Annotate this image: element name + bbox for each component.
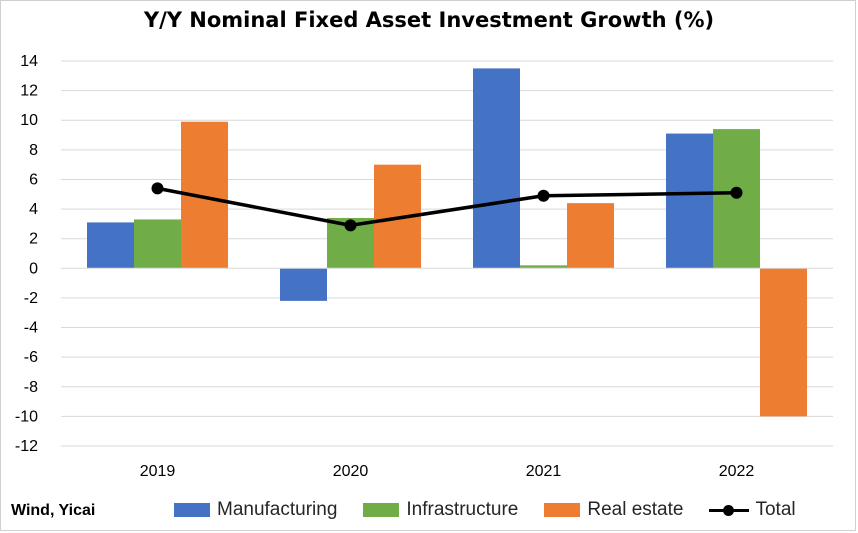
legend-label-real-estate: Real estate [587, 499, 684, 520]
bar-manufacturing-2022 [666, 133, 713, 269]
y-tick-label: -12 [15, 438, 38, 455]
legend-label-total: Total [755, 499, 796, 520]
legend-swatch-manufacturing [174, 503, 210, 517]
y-tick-label: 2 [29, 231, 38, 248]
total-point-2019 [151, 182, 164, 195]
legend: Manufacturing Infrastructure Real estate… [174, 498, 796, 522]
legend-swatch-real-estate [544, 503, 581, 517]
x-tick-label: 2021 [526, 463, 562, 480]
y-axis-ticks: 14 12 10 8 6 4 2 0 -2 -4 -6 -8 -10 -12 [15, 53, 38, 455]
total-line [151, 182, 743, 232]
chart-title: Y/Y Nominal Fixed Asset Investment Growt… [143, 8, 715, 32]
legend-item-manufacturing: Manufacturing [174, 499, 337, 521]
legend-swatch-total [709, 503, 750, 517]
legend-item-real-estate: Real estate [544, 499, 683, 521]
y-tick-label: -10 [15, 408, 38, 425]
bar-real-estate-2022 [760, 268, 807, 417]
y-tick-label: 4 [29, 201, 38, 218]
x-axis-ticks: 2019 2020 2021 2022 [140, 463, 755, 480]
y-tick-label: 8 [29, 142, 38, 159]
bar-infrastructure-2019 [134, 219, 181, 269]
y-tick-label: 12 [20, 83, 38, 100]
y-tick-label: 0 [29, 260, 38, 277]
x-tick-label: 2020 [333, 463, 369, 480]
bars [87, 68, 807, 417]
y-tick-label: 10 [20, 112, 38, 129]
y-tick-label: 14 [20, 53, 38, 70]
legend-label-manufacturing: Manufacturing [217, 499, 338, 520]
x-tick-label: 2022 [719, 463, 755, 480]
legend-item-infrastructure: Infrastructure [363, 499, 518, 521]
source-note: Wind, Yicai [11, 502, 96, 519]
bar-manufacturing-2019 [87, 222, 134, 269]
legend-label-infrastructure: Infrastructure [406, 499, 519, 520]
total-point-2021 [537, 189, 550, 202]
legend-item-total: Total [709, 499, 796, 521]
total-point-2022 [730, 186, 743, 199]
bar-manufacturing-2020 [280, 268, 327, 301]
legend-swatch-infrastructure [363, 503, 400, 517]
total-point-2020 [344, 219, 357, 232]
y-tick-label: -2 [24, 290, 38, 307]
total-series-line [157, 186, 737, 228]
y-tick-label: -4 [24, 320, 38, 337]
x-tick-label: 2019 [140, 463, 176, 480]
bar-real-estate-2021 [567, 203, 614, 269]
y-tick-label: -6 [24, 349, 38, 366]
bar-manufacturing-2021 [473, 68, 520, 269]
y-tick-label: -8 [24, 379, 38, 396]
bar-infrastructure-2021 [520, 265, 567, 269]
y-tick-label: 6 [29, 171, 38, 188]
